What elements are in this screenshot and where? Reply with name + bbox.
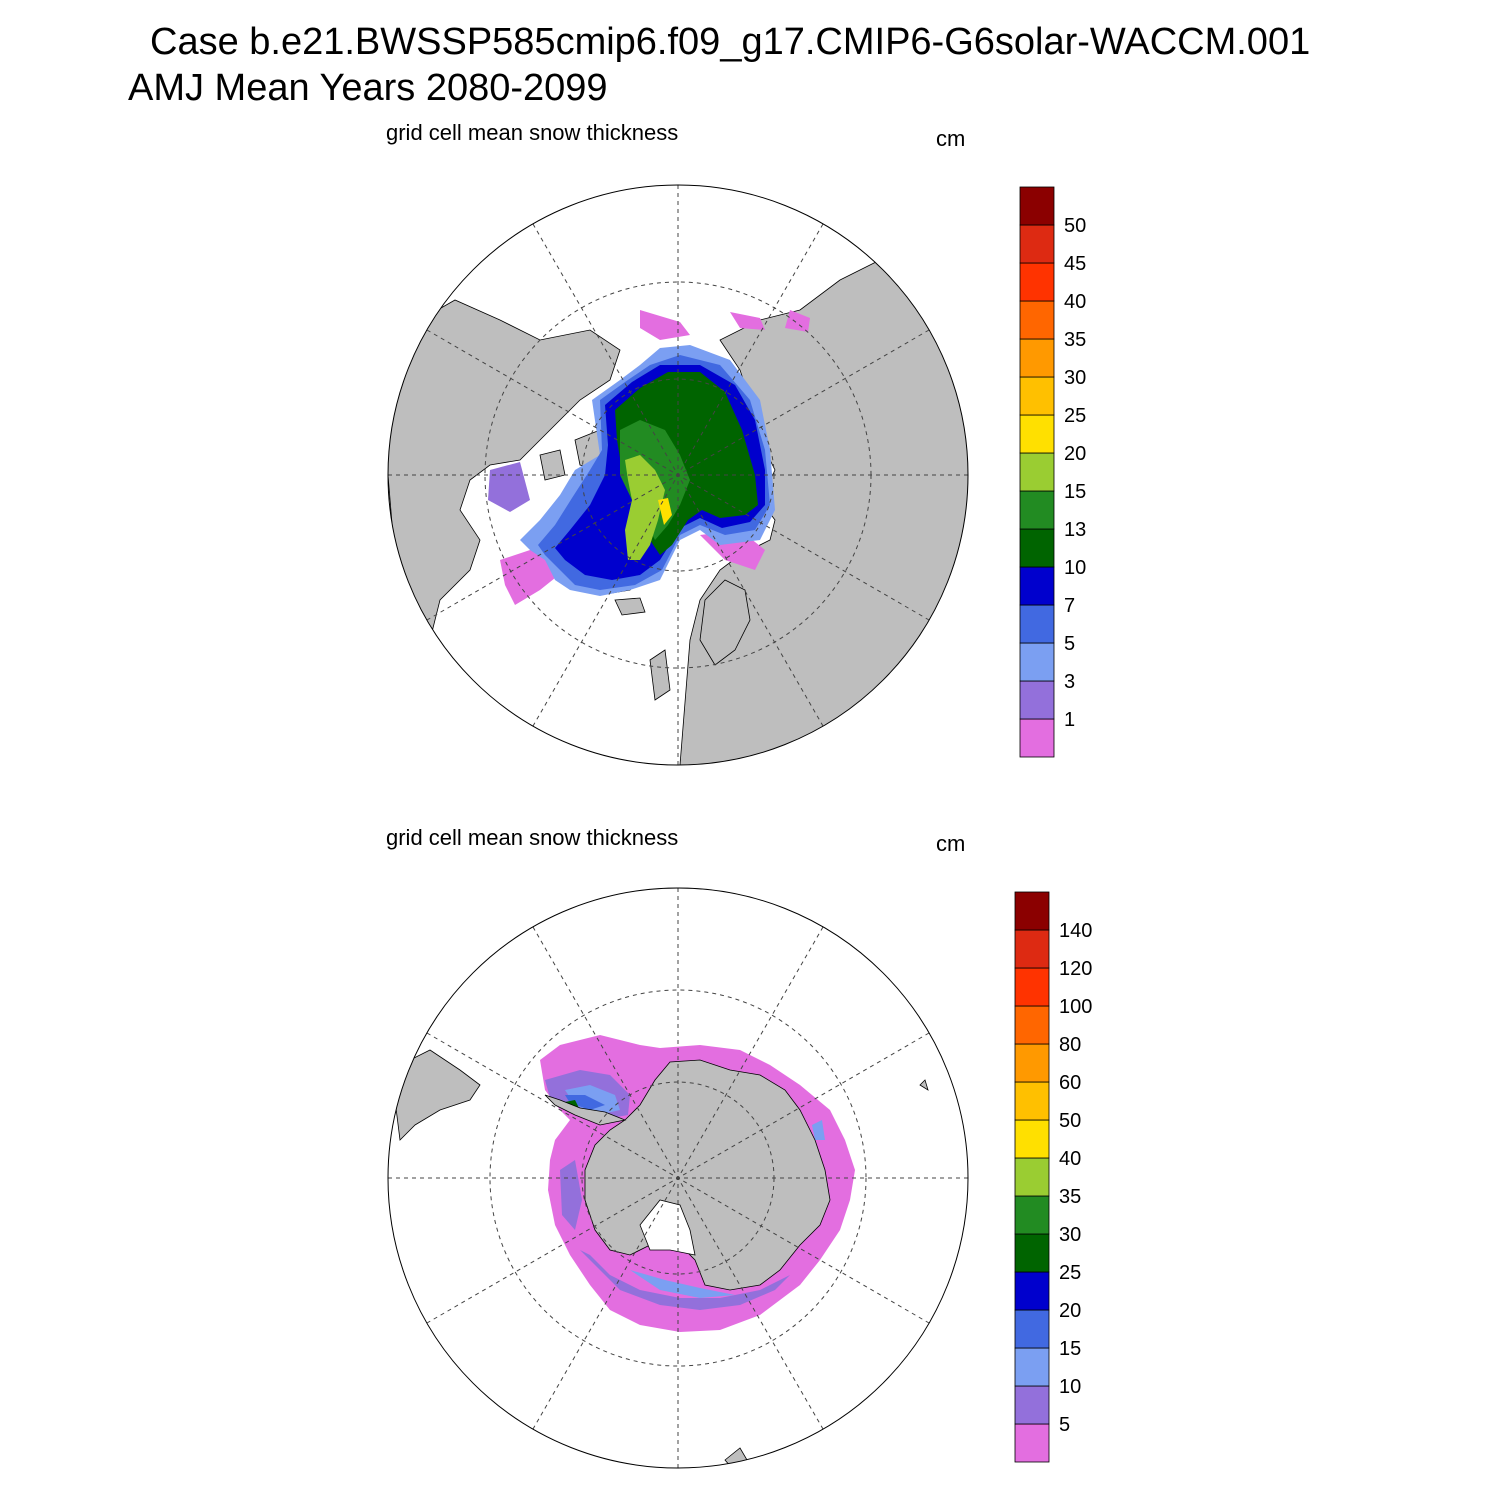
colorbar-swatch <box>1019 604 1055 644</box>
colorbar-tick-label: 7 <box>1064 595 1075 617</box>
colorbar-swatch <box>1014 1423 1050 1463</box>
colorbar-tick-label: 10 <box>1064 557 1086 579</box>
colorbar-tick-label: 120 <box>1059 958 1092 980</box>
colorbar-swatch <box>1014 929 1050 969</box>
colorbar-swatch <box>1019 376 1055 416</box>
colorbar-tick-label: 5 <box>1064 633 1075 655</box>
antarctic-graticule <box>388 888 968 1468</box>
colorbar-tick-label: 30 <box>1064 367 1086 389</box>
colorbar-swatch <box>1014 1005 1050 1045</box>
colorbar-tick-label: 20 <box>1064 443 1086 465</box>
antarctic-panel-label: grid cell mean snow thickness <box>386 825 679 850</box>
colorbar-tick-label: 100 <box>1059 996 1092 1018</box>
colorbar-tick-label: 60 <box>1059 1072 1081 1094</box>
arctic-panel-label: grid cell mean snow thickness <box>386 120 679 145</box>
colorbar-swatch <box>1019 566 1055 606</box>
colorbar-tick-label: 40 <box>1064 291 1086 313</box>
colorbar-swatch <box>1014 967 1050 1007</box>
arctic-units-label: cm <box>936 126 966 151</box>
colorbar-swatch <box>1019 224 1055 264</box>
figure-title-period: AMJ Mean Years 2080-2099 <box>128 67 608 109</box>
colorbar-swatch <box>1019 490 1055 530</box>
colorbar-swatch <box>1014 1081 1050 1121</box>
colorbar-swatch <box>1019 642 1055 682</box>
colorbar-swatch <box>1014 1347 1050 1387</box>
arctic-graticule <box>388 185 968 765</box>
colorbar-swatch <box>1019 300 1055 340</box>
antarctic-polar-map <box>387 887 969 1469</box>
antarctic-units-label: cm <box>936 831 966 856</box>
colorbar-tick-label: 15 <box>1064 481 1086 503</box>
arctic-snow-field <box>488 310 810 605</box>
colorbar-swatch <box>1019 186 1055 226</box>
colorbar-swatch <box>1014 1233 1050 1273</box>
colorbar-tick-label: 40 <box>1059 1148 1081 1170</box>
colorbar-tick-label: 50 <box>1059 1110 1081 1132</box>
arctic-map-border <box>387 184 969 766</box>
colorbar-swatch <box>1019 414 1055 454</box>
colorbar-swatch <box>1014 1195 1050 1235</box>
colorbar-swatch <box>1019 718 1055 758</box>
colorbar-tick-label: 50 <box>1064 215 1086 237</box>
colorbar-tick-label: 5 <box>1059 1414 1070 1436</box>
colorbar-swatch <box>1014 1309 1050 1349</box>
colorbar-swatch <box>1019 262 1055 302</box>
colorbar-swatch <box>1014 1157 1050 1197</box>
figure-title-case: Case b.e21.BWSSP585cmip6.f09_g17.CMIP6-G… <box>150 21 1311 63</box>
colorbar-tick-label: 10 <box>1059 1376 1081 1398</box>
colorbar-swatch <box>1019 528 1055 568</box>
antarctic-colorbar: 5 10 15 20 25 30 35 40 50 60 80 100 120 140 <box>1014 891 1092 1463</box>
colorbar-tick-label: 15 <box>1059 1338 1081 1360</box>
arctic-polar-map <box>387 184 969 766</box>
colorbar-tick-label: 35 <box>1064 329 1086 351</box>
colorbar-swatch <box>1014 1385 1050 1425</box>
colorbar-tick-label: 25 <box>1064 405 1086 427</box>
colorbar-tick-label: 140 <box>1059 920 1092 942</box>
colorbar-tick-label: 20 <box>1059 1300 1081 1322</box>
colorbar-swatch <box>1014 891 1050 931</box>
colorbar-tick-label: 80 <box>1059 1034 1081 1056</box>
colorbar-tick-label: 25 <box>1059 1262 1081 1284</box>
colorbar-tick-label: 35 <box>1059 1186 1081 1208</box>
colorbar-swatch <box>1014 1119 1050 1159</box>
colorbar-tick-label: 1 <box>1064 709 1075 731</box>
colorbar-swatch <box>1019 338 1055 378</box>
colorbar-swatch <box>1014 1043 1050 1083</box>
antarctic-map-border <box>387 887 969 1469</box>
colorbar-swatch <box>1019 452 1055 492</box>
colorbar-tick-label: 3 <box>1064 671 1075 693</box>
colorbar-tick-label: 30 <box>1059 1224 1081 1246</box>
colorbar-tick-label: 45 <box>1064 253 1086 275</box>
colorbar-tick-label: 13 <box>1064 519 1086 541</box>
colorbar-swatch <box>1014 1271 1050 1311</box>
colorbar-swatch <box>1019 680 1055 720</box>
